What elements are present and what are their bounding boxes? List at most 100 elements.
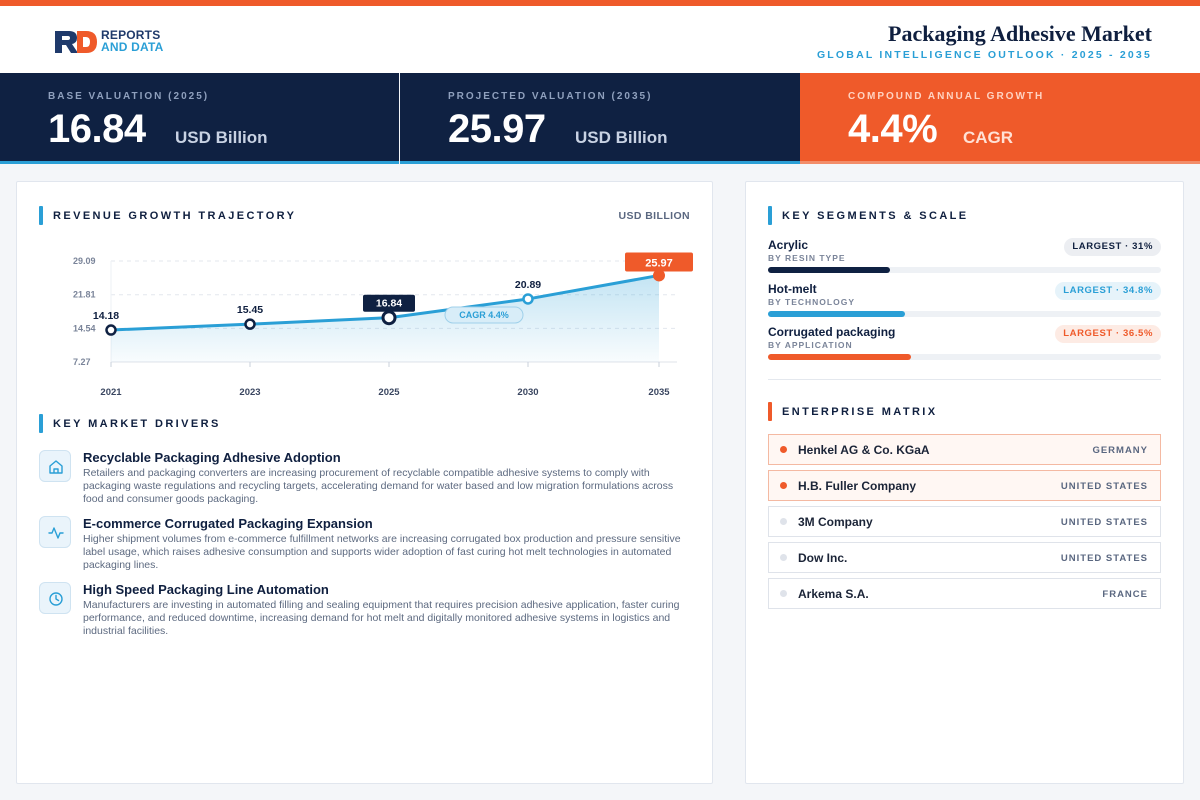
status-dot-icon — [780, 590, 787, 597]
revenue-unit-label: USD BILLION — [618, 210, 690, 222]
segment-bar-fill — [768, 311, 905, 317]
segment-acrylic: Acrylic BY RESIN TYPE LARGEST · 31% — [768, 238, 1161, 278]
brand-line-1: REPORTS — [101, 28, 161, 42]
segment-name: Corrugated packaging — [768, 325, 896, 339]
kpi-cagr: COMPOUND ANNUAL GROWTH 4.4% CAGR — [800, 73, 1200, 164]
data-point — [381, 310, 397, 326]
kpi-label: COMPOUND ANNUAL GROWTH — [848, 91, 1045, 102]
x-tick-label: 2021 — [100, 387, 122, 398]
y-tick-label: 29.09 — [73, 256, 96, 266]
kpi-projected-valuation: PROJECTED VALUATION (2035) 25.97 USD Bil… — [400, 73, 800, 164]
data-label: 20.89 — [515, 279, 541, 291]
x-tick-label: 2030 — [517, 387, 538, 398]
clock-icon — [39, 582, 71, 614]
data-label: 14.18 — [93, 310, 119, 322]
enterprise-name: H.B. Fuller Company — [798, 479, 917, 493]
data-label: 25.97 — [645, 257, 673, 269]
segment-bar-track — [768, 311, 1161, 317]
kpi-strip: BASE VALUATION (2025) 16.84 USD Billion … — [0, 73, 1200, 164]
segment-hot-melt: Hot-melt BY TECHNOLOGY LARGEST · 34.8% — [768, 282, 1161, 322]
segment-bar-fill — [768, 267, 890, 273]
segment-category: BY APPLICATION — [768, 340, 853, 350]
data-point — [653, 269, 665, 282]
segment-badge: LARGEST · 34.8% — [1055, 282, 1161, 300]
enterprise-name: Henkel AG & Co. KGaA — [798, 443, 930, 457]
segment-name: Hot-melt — [768, 282, 817, 296]
section-divider — [768, 379, 1161, 380]
x-tick-label: 2035 — [648, 387, 670, 398]
kpi-base-valuation: BASE VALUATION (2025) 16.84 USD Billion — [0, 73, 399, 164]
enterprise-row[interactable]: Henkel AG & Co. KGaA GERMANY — [768, 434, 1161, 465]
page-subtitle: GLOBAL INTELLIGENCE OUTLOOK · 2025 - 203… — [816, 49, 1152, 61]
kpi-unit: USD Billion — [175, 128, 268, 147]
y-tick-label: 14.54 — [73, 323, 96, 333]
y-tick-label: 7.27 — [73, 357, 91, 367]
brand-name: REPORTS AND DATA — [101, 29, 163, 53]
logo-mark-icon — [55, 31, 97, 53]
home-icon — [39, 450, 71, 482]
top-accent-bar — [0, 0, 1200, 6]
enterprise-country: UNITED STATES — [1060, 553, 1148, 564]
right-panel: KEY SEGMENTS & SCALE Acrylic BY RESIN TY… — [745, 181, 1184, 784]
enterprise-name: Dow Inc. — [798, 551, 848, 565]
enterprise-country: FRANCE — [1102, 589, 1148, 600]
status-dot-icon — [780, 518, 787, 525]
segment-category: BY RESIN TYPE — [768, 253, 846, 263]
enterprise-row[interactable]: 3M Company UNITED STATES — [768, 506, 1161, 537]
data-point — [105, 324, 117, 336]
enterprise-country: UNITED STATES — [1060, 481, 1148, 492]
enterprise-name: 3M Company — [798, 515, 873, 529]
y-tick-label: 21.81 — [73, 290, 96, 300]
left-panel: REVENUE GROWTH TRAJECTORY USD BILLION 29… — [16, 181, 713, 784]
page-header: REPORTS AND DATA Packaging Adhesive Mark… — [0, 6, 1200, 73]
data-label: 15.45 — [237, 304, 263, 316]
driver-description: Manufacturers are investing in automated… — [83, 599, 680, 637]
activity-icon — [39, 516, 71, 548]
status-dot-icon — [780, 482, 787, 489]
segment-bar-fill — [768, 354, 912, 360]
brand-logo[interactable]: REPORTS AND DATA — [55, 28, 185, 56]
x-tick-label: 2025 — [378, 387, 400, 398]
kpi-value: 25.97 — [448, 107, 546, 151]
drivers-section-title: KEY MARKET DRIVERS — [39, 414, 221, 433]
kpi-value: 16.84 — [48, 107, 146, 151]
revenue-section-title: REVENUE GROWTH TRAJECTORY — [39, 206, 296, 225]
page-title: Packaging Adhesive Market — [888, 21, 1152, 46]
data-label-box — [363, 294, 415, 312]
data-point — [522, 293, 534, 305]
kpi-label: PROJECTED VALUATION (2035) — [448, 91, 653, 102]
segment-bar-track — [768, 267, 1161, 273]
data-label: 16.84 — [376, 298, 402, 310]
revenue-chart: 29.09 21.81 14.54 7.27 2021 2023 2025 2030 2035 … — [37, 244, 697, 404]
enterprise-row[interactable]: H.B. Fuller Company UNITED STATES — [768, 470, 1161, 501]
driver-description: Retailers and packaging converters are i… — [83, 467, 674, 505]
segment-corrugated-packaging: Corrugated packaging BY APPLICATION LARG… — [768, 325, 1161, 365]
segment-badge: LARGEST · 36.5% — [1055, 325, 1161, 343]
x-tick-label: 2023 — [239, 387, 260, 398]
segments-section-title: KEY SEGMENTS & SCALE — [768, 206, 969, 225]
kpi-unit: USD Billion — [575, 128, 668, 147]
enterprise-name: Arkema S.A. — [798, 587, 869, 601]
segment-category: BY TECHNOLOGY — [768, 297, 855, 307]
enterprise-section-title: ENTERPRISE MATRIX — [768, 402, 938, 421]
data-point — [244, 318, 256, 330]
kpi-value: 4.4% — [848, 107, 938, 151]
driver-title: High Speed Packaging Line Automation — [83, 582, 329, 597]
enterprise-row[interactable]: Arkema S.A. FRANCE — [768, 578, 1161, 609]
driver-description: Higher shipment volumes from e-commerce … — [83, 533, 681, 571]
cagr-pill-label: CAGR 4.4% — [459, 310, 509, 320]
cagr-pill — [444, 306, 524, 324]
data-label-box — [625, 252, 693, 272]
driver-title: Recyclable Packaging Adhesive Adoption — [83, 450, 341, 465]
driver-title: E-commerce Corrugated Packaging Expansio… — [83, 516, 373, 531]
segment-name: Acrylic — [768, 238, 809, 252]
kpi-label: BASE VALUATION (2025) — [48, 91, 210, 102]
kpi-unit: CAGR — [963, 128, 1014, 147]
enterprise-row[interactable]: Dow Inc. UNITED STATES — [768, 542, 1161, 573]
enterprise-country: UNITED STATES — [1060, 517, 1148, 528]
segment-bar-track — [768, 354, 1161, 360]
enterprise-country: GERMANY — [1092, 445, 1148, 456]
status-dot-icon — [780, 446, 787, 453]
segment-badge: LARGEST · 31% — [1064, 238, 1161, 256]
